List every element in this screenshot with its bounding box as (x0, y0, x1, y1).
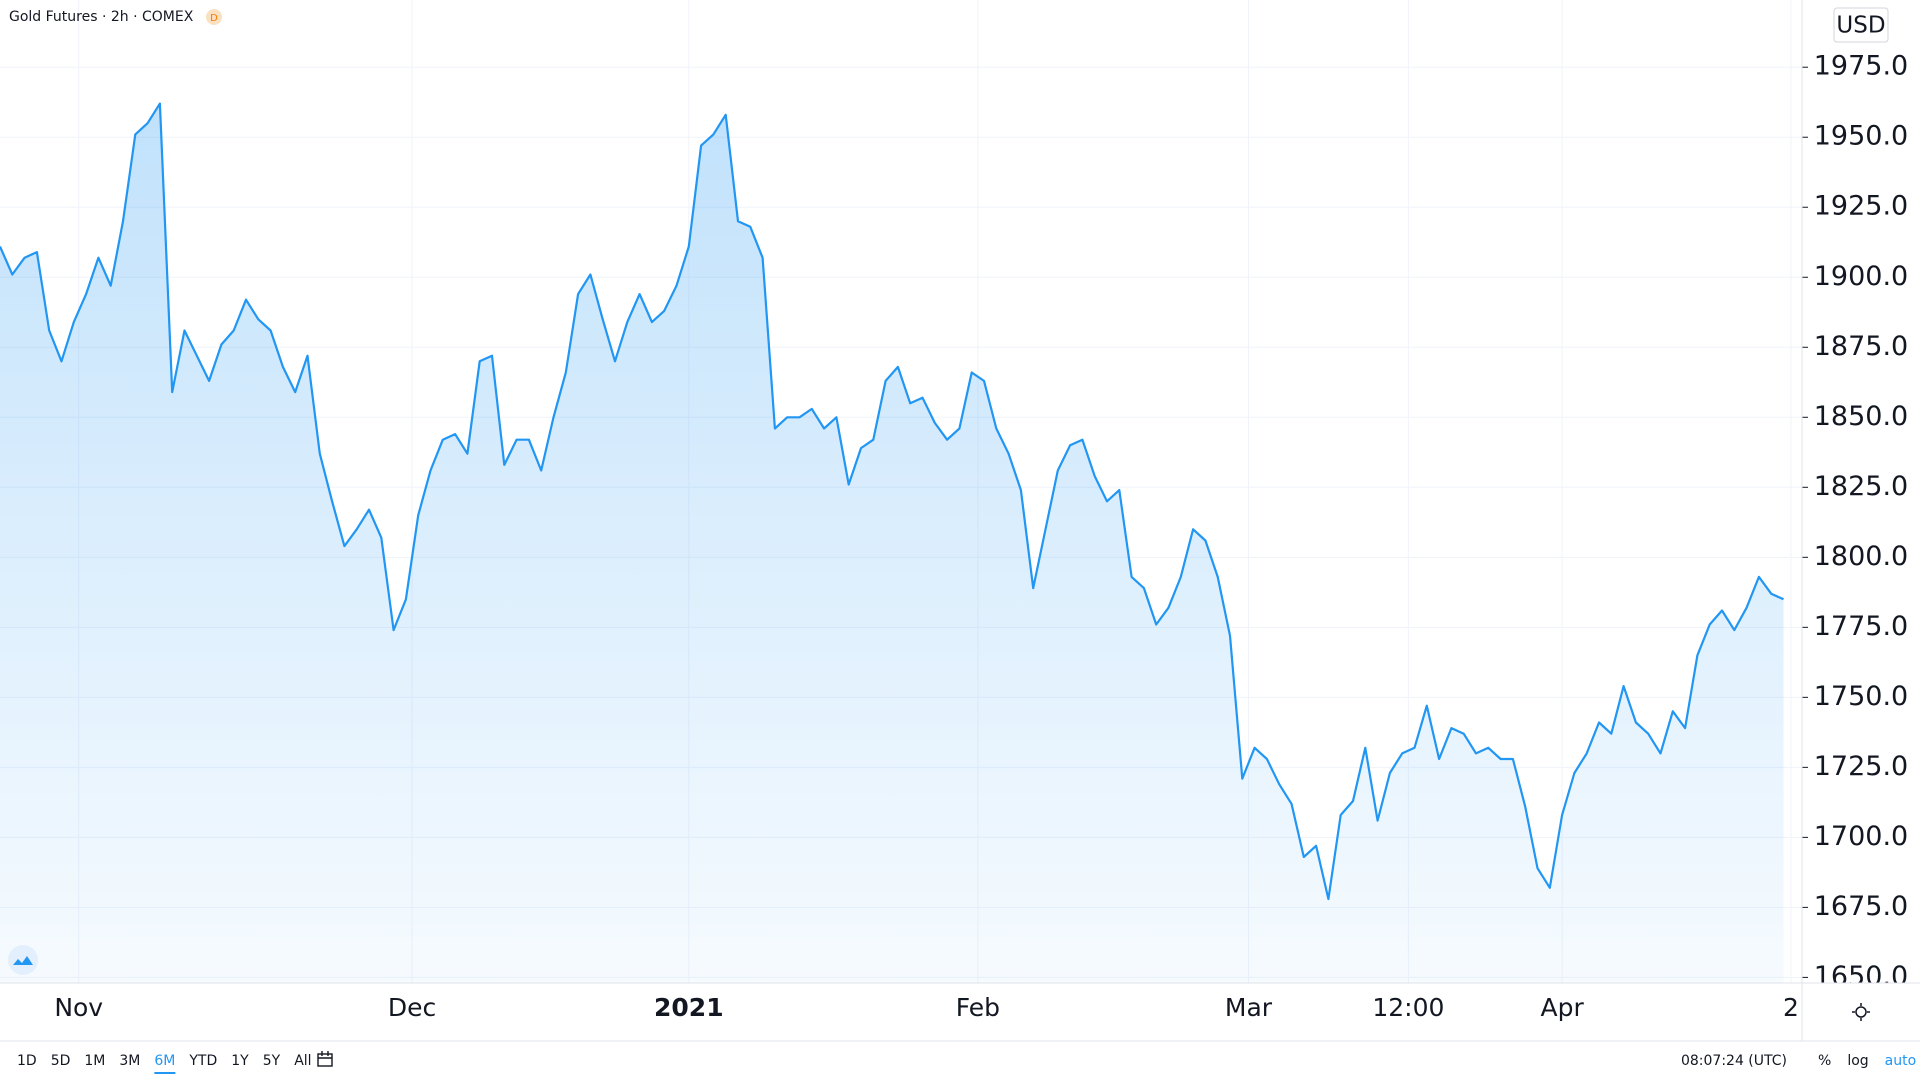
range-button[interactable]: 1M (84, 1053, 105, 1069)
range-button[interactable]: 1Y (231, 1053, 249, 1069)
toolbar: 1D 5D 1M 3M 6M YTD 1Y 5Y All 08:07:24 (UTC)% log au… (17, 1053, 1917, 1074)
series (0, 102, 1784, 983)
settings-icon[interactable] (1852, 1003, 1870, 1021)
y-tick-label: 1825.0 (1814, 471, 1908, 502)
x-tick-label: Dec (388, 993, 436, 1022)
range-button[interactable]: 5D (51, 1053, 71, 1069)
y-tick-label: 1850.0 (1814, 401, 1908, 432)
range-button[interactable]: 6M (154, 1053, 175, 1069)
chart-title: Gold Futures · 2h · COMEX (9, 9, 194, 25)
range-button[interactable]: 1D (17, 1053, 37, 1069)
range-button[interactable]: 3M (119, 1053, 140, 1069)
range-button[interactable]: YTD (188, 1053, 217, 1069)
currency-box[interactable] (1833, 7, 1889, 43)
line (0, 102, 1784, 901)
range-button[interactable]: All (294, 1053, 311, 1069)
y-tick-label: 1750.0 (1814, 681, 1908, 712)
y-tick-label: 1675.0 (1814, 891, 1908, 922)
y-tick-label: 1925.0 (1814, 191, 1908, 222)
currency[interactable]: USD (1836, 13, 1885, 39)
y-tick-label: 1700.0 (1814, 821, 1908, 852)
scale-option[interactable]: log (1847, 1053, 1868, 1069)
x-tick-label: 12:00 (1372, 993, 1444, 1022)
badge: D (210, 13, 218, 24)
scale-option[interactable]: auto (1885, 1053, 1917, 1069)
y-tick-label: 1775.0 (1814, 611, 1908, 642)
x-tick-label: Nov (54, 993, 103, 1022)
y-tick-label: 1800.0 (1814, 541, 1908, 572)
y-tick-label: 1950.0 (1814, 121, 1908, 152)
badge-bg (206, 9, 222, 25)
x-tick-label: 2021 (654, 993, 724, 1022)
x-axis: Nov Dec 2021 Feb Mar 12:00 Apr 2 (54, 993, 1799, 1022)
x-tick-label: Feb (956, 993, 1000, 1022)
clock: 08:07:24 (UTC) (1681, 1053, 1787, 1069)
x-axis-panel (0, 983, 1920, 1041)
x-tick-label: 2 (1783, 993, 1799, 1022)
scale-option[interactable]: % (1818, 1053, 1831, 1069)
logo (8, 945, 38, 975)
x-tick-label: Apr (1541, 993, 1585, 1022)
area (0, 103, 1784, 983)
y-tick-label: 1875.0 (1814, 331, 1908, 362)
x-tick-label: Mar (1225, 993, 1273, 1022)
y-tick-label: 1725.0 (1814, 751, 1908, 782)
y-axis: 1650.01675.01700.01725.01750.01775.01800… (1802, 51, 1908, 992)
y-tick-label: 1975.0 (1814, 51, 1908, 82)
calendar-icon[interactable] (317, 1051, 333, 1067)
range-button[interactable]: 5Y (263, 1053, 281, 1069)
y-tick-label: 1900.0 (1814, 261, 1908, 292)
